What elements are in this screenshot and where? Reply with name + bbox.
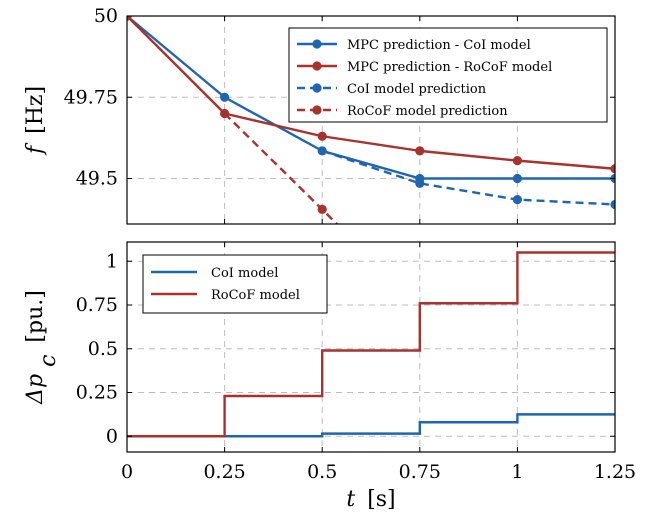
series-1-point	[512, 173, 523, 184]
power-plot: 0 0.25 0.5 0.75 1 0 0.25 0.5 0.75 1 1.25 Δp c [pu…	[23, 16, 636, 512]
x-tick-label: 1.25	[594, 461, 636, 483]
x-tick-label: 1	[511, 461, 523, 483]
y-tick-label: 0.25	[76, 382, 118, 404]
time-x-label: t [s]	[346, 487, 395, 512]
y-tick-label: 49.5	[76, 168, 118, 190]
series-2-point	[512, 156, 523, 166]
legend-label: CoI model prediction	[347, 82, 487, 97]
series-3-point	[610, 199, 615, 210]
frequency-plot-frame	[126, 15, 616, 225]
legend-label: MPC prediction - CoI model	[347, 38, 531, 53]
power-y-label: Δp c [pu.]	[23, 290, 61, 405]
x-tick-label: 0.5	[307, 461, 337, 483]
frequency-legend: MPC prediction - CoI model MPC prediction…	[288, 27, 608, 123]
x-tick-label: 0.75	[399, 461, 441, 483]
legend-label: CoI model	[211, 266, 278, 281]
y-tick-label: 50	[94, 5, 118, 27]
step-line-1	[127, 413, 615, 438]
legend-label: RoCoF model	[211, 288, 300, 303]
series-1-point	[220, 92, 230, 102]
series-2-point	[127, 16, 132, 21]
series-line-1	[127, 16, 615, 180]
legend-marker	[312, 105, 322, 115]
y-tick-label: 1	[106, 250, 118, 272]
power-plot-frame	[126, 241, 616, 453]
legend-label: MPC prediction - RoCoF model	[347, 60, 552, 75]
y-tick-label: 49.75	[64, 86, 118, 108]
y-tick-label: 0.5	[88, 338, 118, 360]
frequency-plot: 49.5 49.75 50 f [Hz] MPC prediction - CoI …	[23, 5, 616, 225]
y-tick-label: 0	[106, 425, 118, 447]
series-line-3	[321, 149, 615, 206]
step-line-2	[127, 251, 615, 438]
series-2-point	[610, 164, 615, 174]
x-tick-label: 0	[121, 461, 133, 483]
series-2-point	[317, 131, 327, 141]
frequency-y-label: f [Hz]	[23, 86, 48, 156]
series-4-point	[317, 204, 327, 214]
legend-marker	[312, 83, 322, 93]
legend-marker	[312, 39, 322, 49]
series-3-point	[415, 178, 425, 188]
power-legend: CoI model RoCoF model	[142, 254, 328, 314]
series-line-2	[127, 16, 615, 170]
series-3-point	[512, 195, 523, 205]
x-tick-label: 0.25	[203, 461, 245, 483]
legend-label: RoCoF model prediction	[347, 104, 508, 119]
y-tick-label: 0.75	[76, 294, 118, 316]
series-2-point	[415, 146, 425, 156]
legend-marker	[312, 61, 322, 71]
